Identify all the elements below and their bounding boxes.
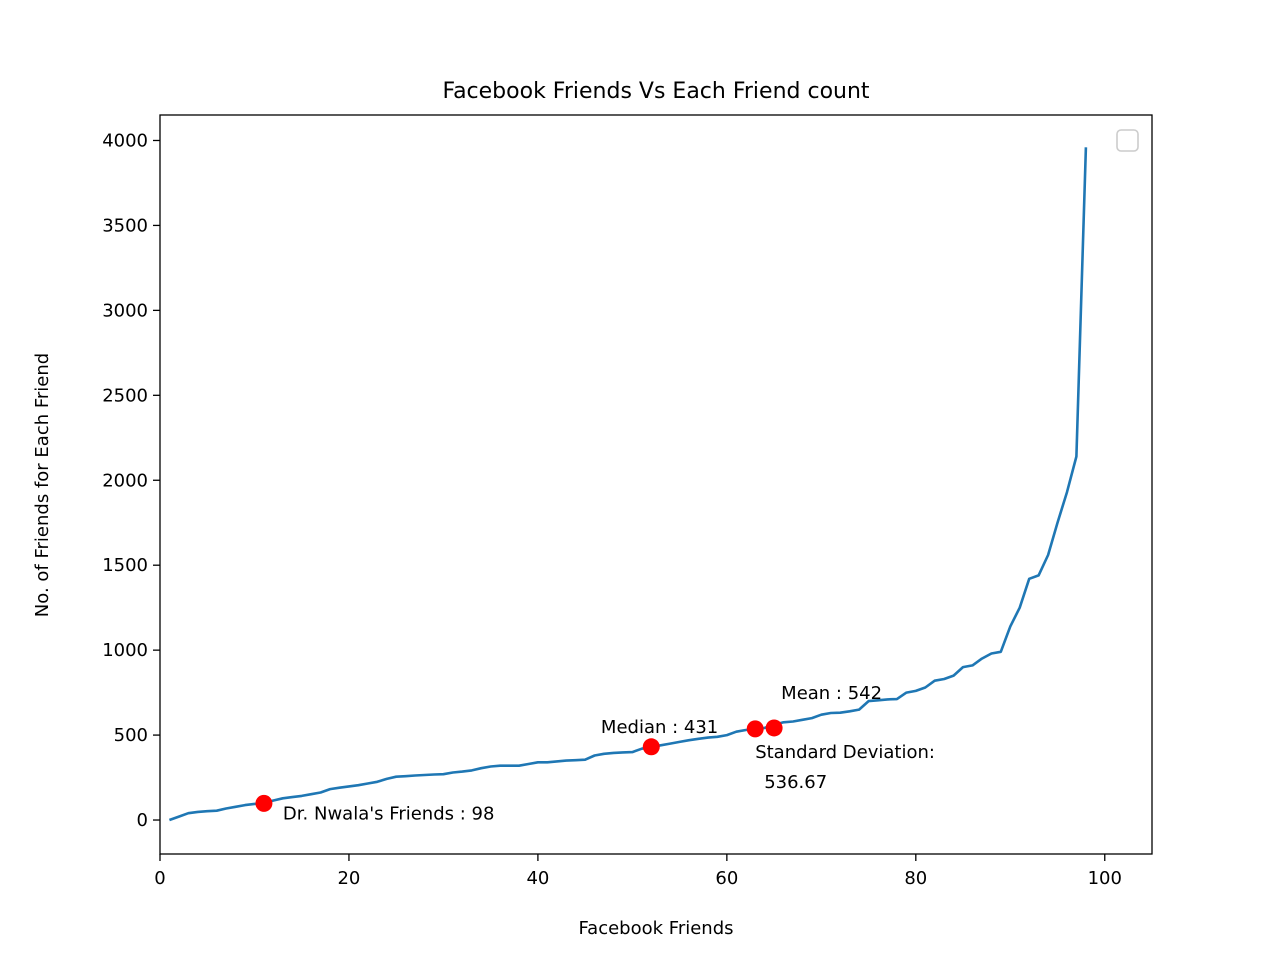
y-tick-label: 3500 (102, 215, 148, 236)
highlight-point (255, 794, 273, 812)
series-line (168, 147, 1088, 822)
y-tick-label: 3000 (102, 300, 148, 321)
highlight-point (642, 738, 660, 756)
x-tick-label: 40 (526, 868, 549, 889)
y-axis: 0 500 1000 1500 2000 2500 3000 3500 4000 (102, 130, 160, 831)
y-tick-label: 4000 (102, 130, 148, 151)
x-tick-label: 0 (154, 868, 165, 889)
x-tick-label: 100 (1088, 868, 1122, 889)
y-tick-label: 500 (114, 725, 148, 746)
x-tick-label: 80 (904, 868, 927, 889)
plot-area (168, 147, 1088, 822)
highlight-point (765, 719, 783, 737)
chart-title: Facebook Friends Vs Each Friend count (442, 79, 869, 104)
highlight-point (746, 720, 764, 738)
annotation-label: Dr. Nwala's Friends : 98 (283, 803, 495, 824)
annotation-label: Median : 431 (601, 717, 718, 738)
annotations: Dr. Nwala's Friends : 98 Median : 431 Stan… (283, 683, 935, 824)
annotation-label: Mean : 542 (781, 683, 882, 704)
x-axis-label: Facebook Friends (578, 918, 733, 939)
x-tick-label: 60 (715, 868, 738, 889)
annotation-label-value: 536.67 (764, 772, 827, 793)
y-axis-label: No. of Friends for Each Friend (32, 353, 53, 617)
x-axis: 0 20 40 60 80 100 (154, 854, 1122, 889)
y-tick-label: 0 (137, 810, 148, 831)
y-tick-label: 2500 (102, 385, 148, 406)
y-tick-label: 1500 (102, 555, 148, 576)
plot-frame (159, 114, 1153, 855)
y-tick-label: 1000 (102, 640, 148, 661)
legend-box (1116, 129, 1139, 152)
x-tick-label: 20 (337, 868, 360, 889)
annotation-label: Standard Deviation: (755, 742, 935, 763)
y-tick-label: 2000 (102, 470, 148, 491)
